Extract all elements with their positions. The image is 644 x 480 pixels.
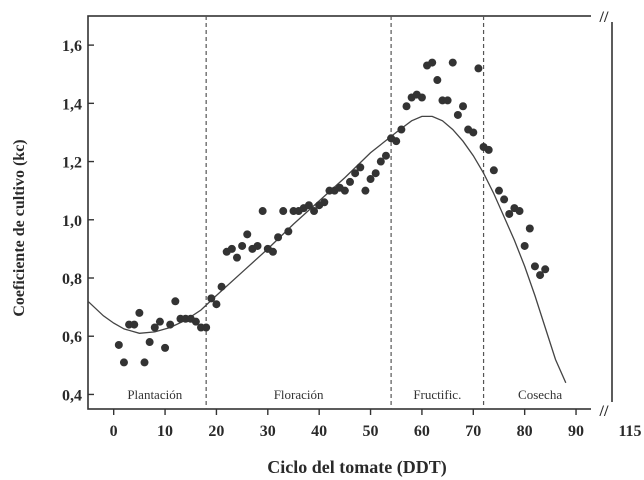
axis-break-mask-top bbox=[591, 8, 615, 22]
axis-break-mask-bottom bbox=[591, 402, 615, 416]
data-point bbox=[268, 247, 277, 256]
data-point bbox=[536, 271, 545, 280]
data-point bbox=[443, 96, 452, 105]
axis-break-marks bbox=[591, 8, 615, 416]
data-point bbox=[310, 207, 319, 216]
y-tick-label: 0,4 bbox=[62, 387, 82, 404]
data-point bbox=[304, 201, 313, 210]
x-tick-label: 40 bbox=[311, 423, 327, 440]
data-point bbox=[145, 338, 154, 347]
x-tick-label: 20 bbox=[208, 423, 224, 440]
data-point bbox=[474, 64, 483, 73]
data-point bbox=[459, 102, 468, 111]
y-tick-label: 0,8 bbox=[62, 271, 82, 288]
data-point bbox=[489, 166, 498, 175]
x-tick-label: 70 bbox=[465, 423, 481, 440]
x-axis-label: Ciclo del tomate (DDT) bbox=[267, 457, 446, 478]
data-point bbox=[515, 207, 524, 216]
data-point bbox=[274, 233, 283, 242]
data-point bbox=[469, 128, 478, 137]
plot-frame bbox=[87, 15, 613, 410]
data-points-layer bbox=[114, 58, 550, 367]
data-point bbox=[207, 294, 216, 303]
data-point bbox=[227, 244, 236, 253]
data-point bbox=[361, 186, 370, 195]
data-point bbox=[402, 102, 411, 111]
data-point bbox=[397, 125, 406, 134]
data-point bbox=[238, 241, 247, 250]
data-point bbox=[433, 76, 442, 85]
stage-boundary-lines bbox=[205, 16, 485, 409]
axis-break-label-bottom: // bbox=[599, 403, 609, 420]
x-tick-label: 80 bbox=[517, 423, 533, 440]
data-point bbox=[166, 320, 175, 329]
x-tick-label: 90 bbox=[568, 423, 584, 440]
y-tick-label: 0,6 bbox=[62, 329, 82, 346]
data-point bbox=[191, 317, 200, 326]
x-tick-label: 0 bbox=[110, 423, 118, 440]
data-point bbox=[130, 320, 139, 329]
data-point bbox=[366, 175, 375, 184]
data-point bbox=[253, 241, 262, 250]
data-point bbox=[520, 241, 529, 250]
stage-label: Fructific. bbox=[413, 387, 461, 402]
stage-label: Plantación bbox=[127, 387, 182, 402]
data-point bbox=[346, 177, 354, 186]
data-point bbox=[448, 58, 457, 67]
data-point bbox=[155, 317, 164, 326]
x-tick-label: 10 bbox=[157, 423, 173, 440]
data-point bbox=[392, 137, 401, 146]
data-point bbox=[376, 157, 385, 166]
data-point bbox=[371, 169, 380, 178]
fit-curve bbox=[87, 115, 567, 384]
data-point bbox=[161, 343, 170, 352]
data-point bbox=[351, 169, 360, 178]
x-tick-label: 115 bbox=[618, 423, 641, 440]
data-point bbox=[202, 323, 211, 332]
data-point bbox=[340, 186, 349, 195]
data-point bbox=[505, 209, 514, 218]
stage-label: Cosecha bbox=[518, 387, 562, 402]
data-point bbox=[212, 300, 221, 309]
y-tick-label: 1,4 bbox=[62, 96, 82, 113]
data-point bbox=[417, 93, 426, 102]
data-point bbox=[284, 227, 293, 236]
data-point bbox=[135, 308, 144, 317]
data-point bbox=[140, 358, 149, 367]
data-point bbox=[114, 340, 123, 349]
data-point bbox=[119, 358, 128, 367]
fit-curve-layer bbox=[87, 115, 567, 384]
y-tick-label: 1,6 bbox=[62, 38, 82, 55]
data-point bbox=[243, 230, 252, 239]
data-point bbox=[320, 198, 329, 207]
data-point bbox=[500, 195, 509, 204]
data-point bbox=[150, 323, 159, 332]
x-tick-label: 60 bbox=[414, 423, 430, 440]
data-point bbox=[356, 163, 365, 172]
data-point bbox=[494, 186, 503, 195]
data-point bbox=[525, 224, 534, 233]
data-point bbox=[428, 58, 437, 67]
y-tick-label: 1,2 bbox=[62, 155, 82, 172]
data-point bbox=[217, 282, 226, 291]
data-point bbox=[453, 110, 462, 119]
x-axis-ticks: 0 10 20 30 40 50 60 70 80 90 115 bbox=[110, 409, 642, 440]
y-tick-label: 1,0 bbox=[62, 213, 82, 230]
x-tick-label: 30 bbox=[260, 423, 276, 440]
data-point bbox=[484, 145, 493, 154]
data-point bbox=[258, 207, 267, 216]
data-point bbox=[541, 265, 550, 274]
data-point bbox=[279, 207, 288, 216]
axis-break-label-top: // bbox=[599, 9, 609, 26]
stage-label: Floración bbox=[274, 387, 324, 402]
data-point bbox=[171, 297, 180, 306]
y-axis-label: Coeficiente de cultivo (kc) bbox=[11, 139, 28, 316]
y-axis-ticks: 0,4 0,6 0,8 1,0 1,2 1,4 1,6 bbox=[62, 38, 94, 404]
data-point bbox=[381, 151, 390, 160]
data-point bbox=[232, 253, 241, 262]
x-tick-label: 50 bbox=[363, 423, 379, 440]
stage-labels: Plantación Floración Fructific. Cosecha bbox=[127, 387, 562, 402]
data-point bbox=[530, 262, 539, 271]
